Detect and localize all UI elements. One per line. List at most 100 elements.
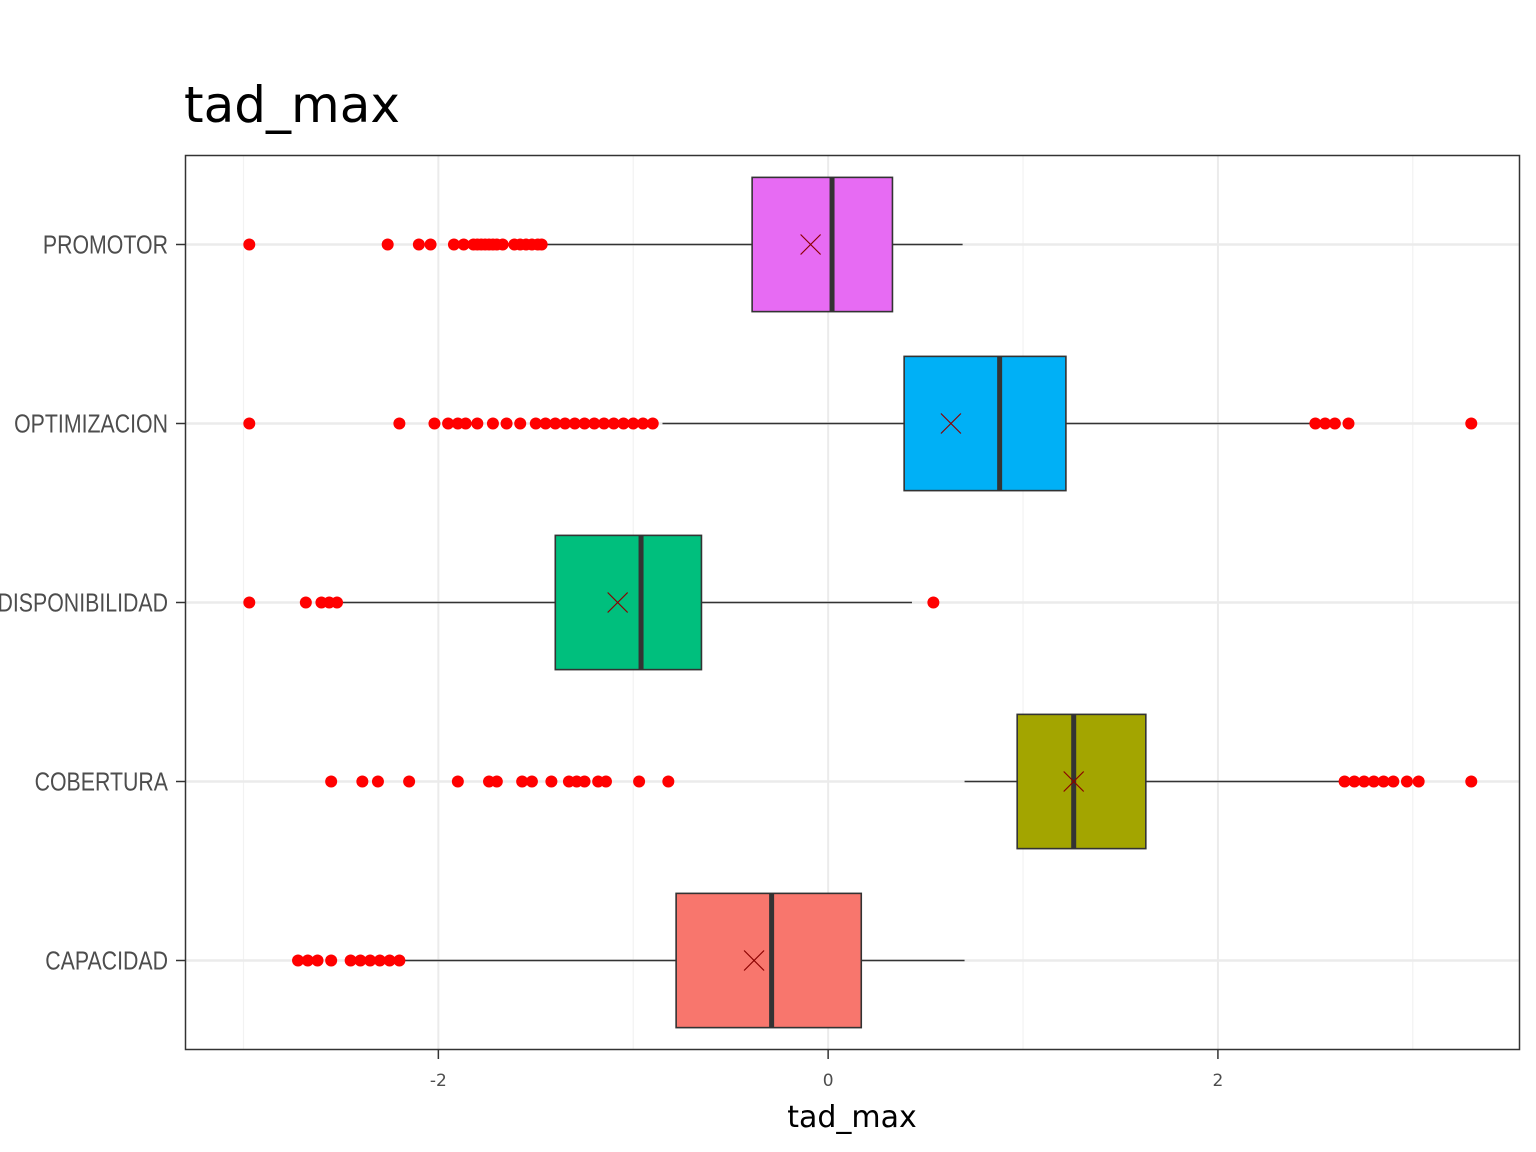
outlier-point (516, 775, 529, 788)
y-axis: PROMOTOR OPTIMIZACION DISPONIBILIDAD COBERT… (0, 231, 185, 977)
outlier-point (500, 417, 513, 430)
outlier-point (428, 417, 441, 430)
outlier-point (344, 954, 357, 967)
outlier-point (299, 596, 312, 609)
outlier-point (1319, 417, 1332, 430)
outlier-point (1367, 775, 1380, 788)
outlier-point (356, 775, 369, 788)
outlier-point (636, 417, 649, 430)
outlier-point (243, 238, 256, 251)
mean-marker (800, 234, 822, 255)
x-tick-label: 2 (1213, 1071, 1224, 1091)
outlier-point (662, 775, 675, 788)
chart-title: tad_max (184, 76, 400, 134)
outlier-point (1412, 775, 1425, 788)
outlier-point (490, 775, 503, 788)
outlier-point (1342, 417, 1355, 430)
outlier-point (471, 417, 484, 430)
outlier-point (617, 417, 630, 430)
outlier-point (325, 775, 338, 788)
outlier-point (383, 954, 396, 967)
outlier-point (1400, 775, 1413, 788)
outlier-point (559, 417, 572, 430)
outlier-point (514, 417, 527, 430)
outlier-point (588, 417, 601, 430)
outlier-point (1465, 417, 1478, 430)
outlier-point (364, 954, 377, 967)
outlier-point (607, 417, 620, 430)
x-axis: -2 0 2 (430, 1050, 1223, 1091)
y-tick-label: COBERTURA (35, 768, 169, 798)
outlier-point (599, 775, 612, 788)
outlier-point (549, 417, 562, 430)
outlier-point (393, 954, 406, 967)
outlier-point (403, 775, 416, 788)
outlier-point (1309, 417, 1322, 430)
mean-marker (940, 413, 962, 434)
box-group-cobertura (325, 713, 1478, 850)
outlier-point (393, 417, 406, 430)
outlier-point (927, 596, 940, 609)
boxes-layer (243, 176, 1478, 1029)
outlier-point (535, 238, 548, 251)
outlier-point (1465, 775, 1478, 788)
outlier-point (1328, 417, 1341, 430)
outlier-point (325, 954, 338, 967)
outlier-point (442, 417, 455, 430)
outlier-point (354, 954, 367, 967)
outlier-point (301, 954, 314, 967)
outlier-point (243, 417, 256, 430)
outlier-point (1377, 775, 1390, 788)
outlier-point (451, 775, 464, 788)
mean-marker (1063, 771, 1085, 792)
outlier-point (646, 417, 659, 430)
box-group-disponibilidad (243, 534, 940, 671)
box-group-capacidad (292, 892, 965, 1029)
outlier-point (457, 238, 470, 251)
outlier-point (373, 954, 386, 967)
outlier-point (424, 238, 437, 251)
outlier-point (1387, 775, 1400, 788)
mean-marker (607, 592, 629, 613)
outlier-point (578, 417, 591, 430)
outlier-point (381, 238, 394, 251)
outlier-point (598, 417, 611, 430)
x-tick-label: 0 (823, 1071, 834, 1091)
outlier-point (545, 775, 558, 788)
mean-marker (743, 950, 765, 971)
outlier-point (447, 238, 460, 251)
box (675, 892, 863, 1029)
outlier-point (412, 238, 425, 251)
outlier-point (1338, 775, 1351, 788)
box (1016, 713, 1147, 850)
outlier-point (633, 775, 646, 788)
outlier-point (486, 417, 499, 430)
outlier-point (539, 417, 552, 430)
box (751, 176, 894, 313)
outlier-point (243, 596, 256, 609)
y-tick-label: DISPONIBILIDAD (0, 589, 168, 619)
outlier-point (568, 417, 581, 430)
outlier-point (529, 417, 542, 430)
outlier-point (311, 954, 324, 967)
outlier-point (459, 417, 472, 430)
box (554, 534, 703, 671)
outlier-point (496, 238, 509, 251)
x-axis-label: tad_max (787, 1100, 917, 1135)
outlier-point (1348, 775, 1361, 788)
box-group-promotor (243, 176, 963, 313)
box-group-optimizacion (243, 355, 1478, 492)
panel-border (184, 154, 1521, 1051)
outlier-point (1358, 775, 1371, 788)
y-tick-label: OPTIMIZACION (14, 410, 168, 440)
outlier-point (627, 417, 640, 430)
y-tick-label: CAPACIDAD (45, 947, 168, 977)
outlier-point (331, 596, 344, 609)
x-tick-label: -2 (430, 1071, 447, 1091)
outlier-point (578, 775, 591, 788)
outlier-point (371, 775, 384, 788)
outlier-point (292, 954, 305, 967)
outlier-point (525, 775, 538, 788)
y-tick-label: PROMOTOR (43, 231, 168, 261)
